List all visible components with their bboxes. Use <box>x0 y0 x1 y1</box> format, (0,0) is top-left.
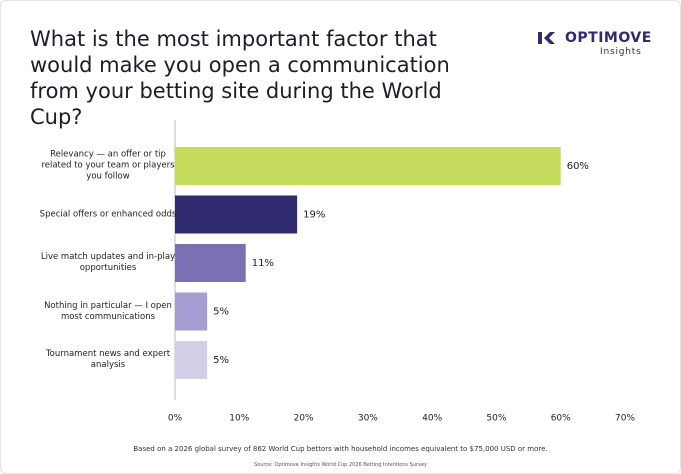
category-label: Tournament news and expert analysis <box>45 349 171 370</box>
category-label: Nothing in particular — I open most comm… <box>44 300 172 322</box>
x-tick-label: 70% <box>615 414 635 424</box>
category-label: Relevancy — an offer or tip related to y… <box>41 149 175 182</box>
source: Source: Optimove Insights World Cup 2026… <box>253 462 427 468</box>
value-label: 5% <box>213 307 229 318</box>
bar <box>175 195 298 234</box>
bar <box>175 292 208 331</box>
bar <box>175 147 561 185</box>
x-tick-label: 30% <box>358 414 378 424</box>
value-label: 60% <box>567 161 589 172</box>
logo-sub: Insights <box>600 47 642 57</box>
bar <box>175 244 246 282</box>
chart-title: What is the most important factor that w… <box>30 27 450 129</box>
x-tick-label: 0% <box>168 414 183 424</box>
category-label: Special offers or enhanced odds <box>39 209 177 219</box>
x-tick-label: 20% <box>294 414 314 424</box>
x-tick-label: 50% <box>486 414 506 424</box>
bar <box>175 341 208 379</box>
category-label: Live match updates and in-play opportuni… <box>40 252 176 273</box>
value-label: 11% <box>252 258 274 269</box>
x-tick-label: 40% <box>422 414 442 424</box>
logo-brand: OPTIMOVE <box>565 30 652 46</box>
footnote: Based on a 2026 global survey of 862 Wor… <box>133 445 548 453</box>
logo-icon <box>538 32 555 44</box>
x-tick-label: 60% <box>551 414 571 424</box>
value-label: 5% <box>213 355 229 366</box>
value-label: 19% <box>303 210 325 221</box>
x-tick-label: 10% <box>229 414 249 424</box>
